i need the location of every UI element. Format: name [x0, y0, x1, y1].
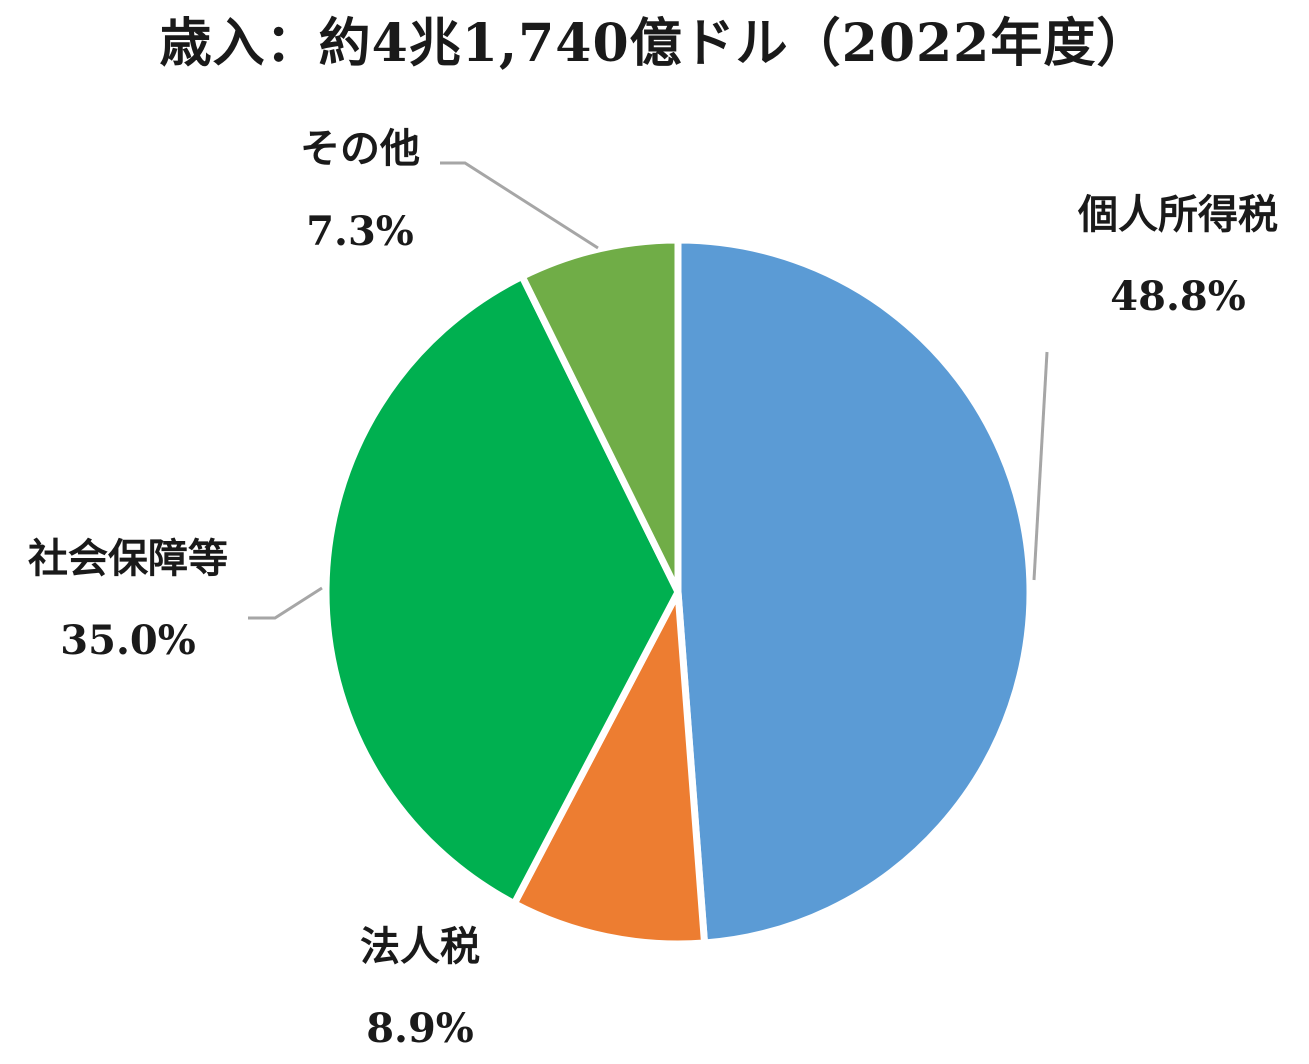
slice-other — [518, 236, 682, 596]
leader-line-other — [440, 161, 599, 250]
slice-individual-income-tax — [674, 236, 1034, 947]
label-name-social-security: 社会保障等 — [28, 535, 228, 582]
label-value-individual-income-tax: 48.8% — [1110, 273, 1245, 320]
label-value-social-security: 35.0% — [60, 617, 195, 664]
leader-line-individual-income-tax — [1032, 351, 1049, 581]
slice-corporate-tax — [510, 588, 709, 948]
pie-slices — [322, 236, 1034, 948]
leader-line-social-security — [248, 586, 323, 620]
label-name-other: その他 — [300, 125, 420, 172]
chart-title: 歳入：約4兆1,740億ドル（2022年度） — [159, 13, 1150, 74]
label-name-individual-income-tax: 個人所得税 — [1077, 191, 1278, 238]
data-labels: 個人所得税 48.8% 法人税 8.9% 社会保障等 35.0% その他 7.3% — [28, 125, 1278, 1052]
leader-lines — [248, 161, 1049, 620]
label-value-other: 7.3% — [306, 208, 414, 255]
label-value-corporate-tax: 8.9% — [366, 1005, 474, 1052]
slice-social-security — [322, 272, 682, 908]
label-name-corporate-tax: 法人税 — [360, 923, 480, 970]
